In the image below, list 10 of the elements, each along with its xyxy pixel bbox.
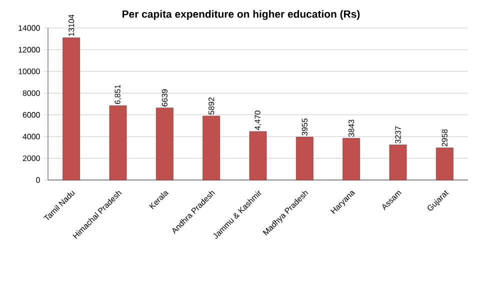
bar: [156, 108, 174, 180]
bar: [202, 116, 220, 180]
bar: [389, 144, 407, 180]
bar: [342, 138, 360, 180]
chart-title: Per capita expenditure on higher education (Rs): [122, 10, 360, 20]
bar: [296, 136, 314, 180]
bar: [249, 131, 267, 180]
bar: [109, 105, 127, 180]
bar: [436, 148, 454, 180]
bar: [62, 38, 80, 180]
